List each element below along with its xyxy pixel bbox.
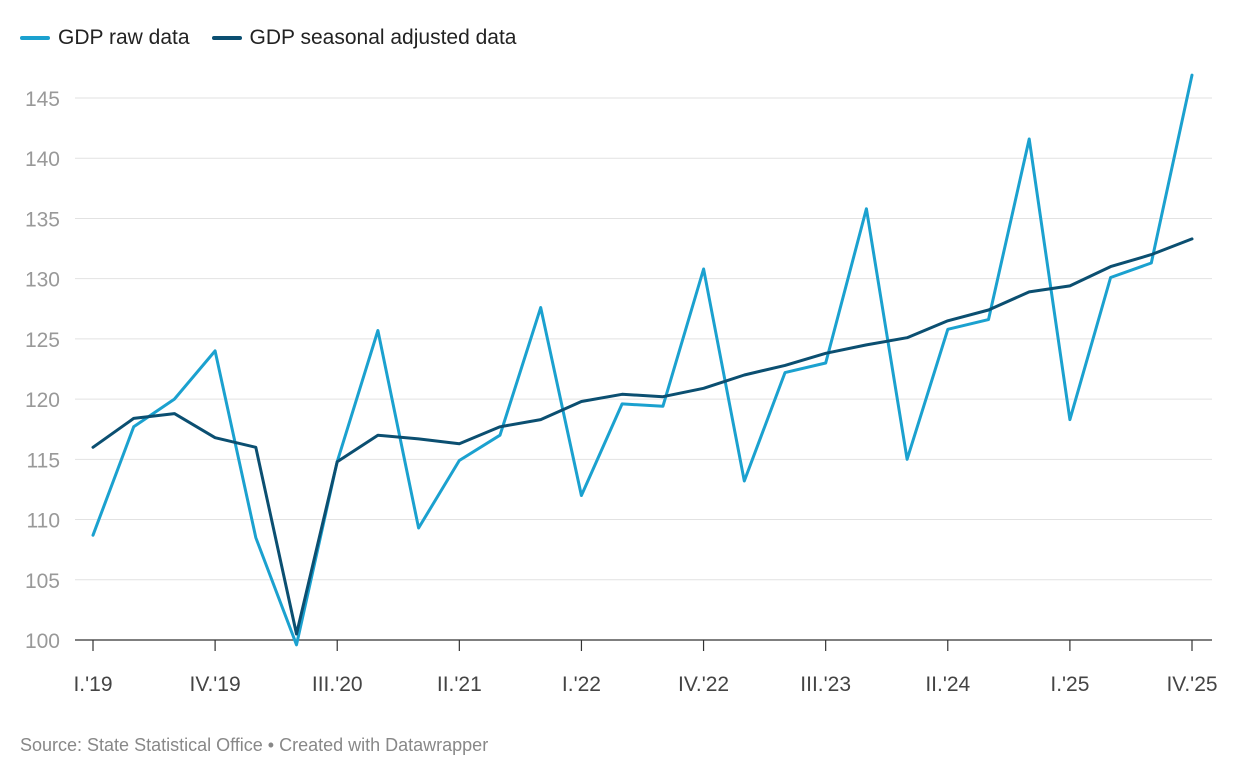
source-note: Source: State Statistical Office • Creat… — [20, 735, 489, 755]
x-tick-label: IV.'25 — [1166, 673, 1217, 696]
series-line-raw — [91, 73, 1194, 647]
legend-swatch-adjusted — [211, 36, 242, 40]
legend-item-raw: GDP raw data — [20, 26, 190, 50]
series-line-adjusted — [91, 237, 1194, 636]
y-tick-label: 145 — [25, 88, 60, 111]
x-tick-label: IV.'22 — [678, 673, 729, 696]
y-tick-label: 105 — [25, 570, 60, 593]
legend: GDP raw data GDP seasonal adjusted data — [20, 26, 516, 50]
x-tick-label: I.'22 — [562, 673, 601, 696]
y-tick-label: 100 — [25, 630, 60, 653]
legend-swatch-raw — [20, 36, 50, 40]
x-tick-label: III.'20 — [312, 673, 363, 696]
y-tick-label: 130 — [25, 269, 60, 292]
y-tick-label: 115 — [27, 449, 60, 472]
legend-item-adjusted: GDP seasonal adjusted data — [211, 26, 517, 50]
x-tick-label: IV.'19 — [190, 673, 241, 696]
y-tick-label: 110 — [27, 510, 60, 533]
y-tick-label: 140 — [25, 148, 60, 171]
y-tick-label: 120 — [25, 389, 60, 412]
y-tick-label: 125 — [25, 329, 60, 352]
x-tick-label: II.'24 — [925, 673, 970, 696]
x-tick-label: I.'19 — [73, 673, 112, 696]
x-tick-label: I.'25 — [1050, 673, 1089, 696]
x-tick-label: II.'21 — [437, 673, 482, 696]
y-tick-label: 135 — [25, 208, 60, 231]
x-tick-label: III.'23 — [800, 673, 851, 696]
legend-label-raw: GDP raw data — [58, 26, 190, 49]
legend-label-adjusted: GDP seasonal adjusted data — [249, 26, 517, 49]
